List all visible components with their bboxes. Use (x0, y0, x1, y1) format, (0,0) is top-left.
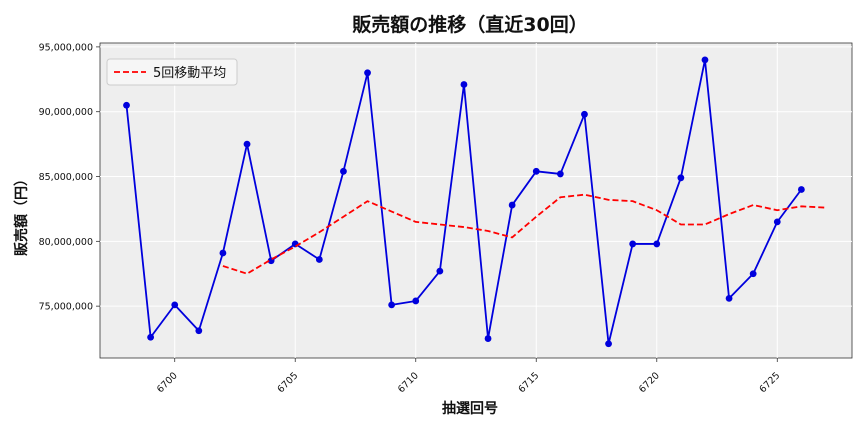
sales-point (219, 249, 227, 257)
legend: 5回移動平均 (106, 58, 238, 86)
sales-point (315, 256, 323, 263)
sales-point (677, 174, 685, 182)
y-tick-label: 75,000,000 (39, 302, 93, 313)
y-tick-label: 80,000,000 (39, 237, 93, 248)
chart-title: 販売額の推移（直近30回） (352, 13, 587, 36)
grid (100, 43, 852, 358)
sales-point (701, 56, 709, 64)
legend-label-moving-average: 5回移動平均 (153, 66, 226, 81)
sales-point (653, 240, 661, 248)
sales-point (195, 327, 203, 335)
y-tick-label: 95,000,000 (39, 42, 93, 53)
sales-point (412, 297, 420, 305)
sales-point (147, 333, 155, 341)
sales-point (556, 170, 564, 178)
sales-point (484, 335, 492, 342)
sales-point (725, 294, 733, 302)
y-tick-label: 85,000,000 (39, 172, 93, 183)
y-tick-label: 90,000,000 (39, 107, 93, 118)
sales-point (508, 201, 516, 209)
sales-point (629, 240, 637, 248)
y-axis-label: 販売額（円） (13, 172, 30, 256)
sales-point (291, 240, 299, 248)
sales-point (797, 186, 805, 193)
sales-point (773, 218, 781, 226)
legend-box (106, 58, 238, 86)
sales-point (171, 301, 179, 309)
sales-point (581, 110, 588, 118)
sales-point (460, 81, 468, 88)
sales-point (749, 270, 757, 278)
sales-point (364, 69, 371, 77)
plot-area (99, 42, 853, 359)
y-axis-ticks: 75,000,000 80,000,000 85,000,000 90,000,000… (39, 42, 100, 313)
series (123, 56, 826, 348)
sales-point (123, 101, 130, 109)
sales-point (243, 140, 251, 148)
sales-point (605, 340, 612, 348)
sales-point (532, 167, 540, 175)
sales-point (340, 167, 347, 175)
x-axis-label: 抽選回号 (442, 400, 498, 417)
sales-point (436, 267, 444, 275)
moving-average-line (222, 193, 826, 275)
sales-point (388, 301, 396, 309)
